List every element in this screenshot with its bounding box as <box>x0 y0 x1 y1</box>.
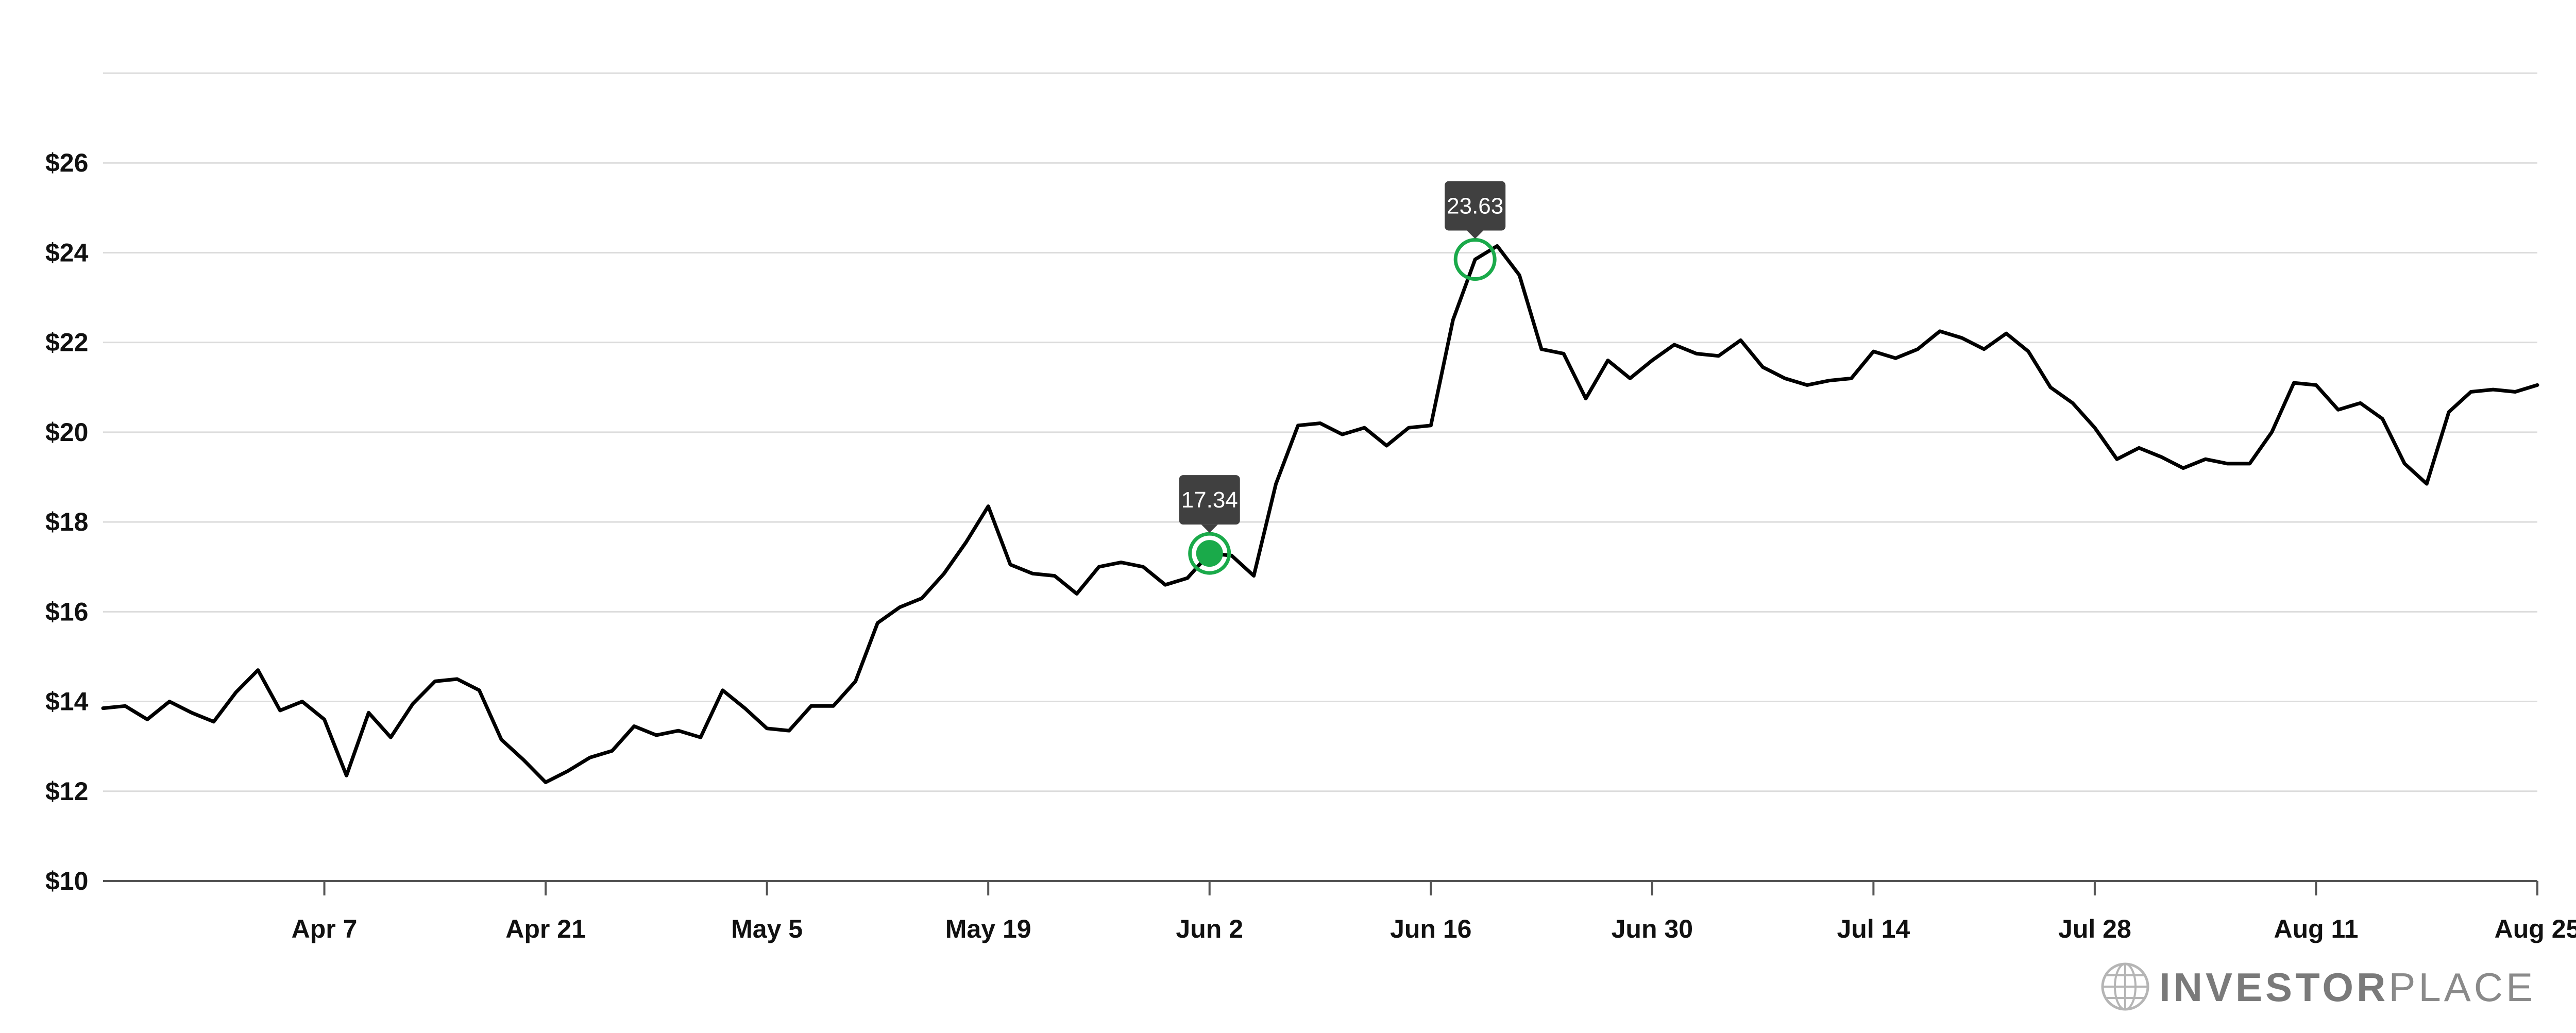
annotation-tooltip-pointer <box>1467 230 1484 239</box>
x-tick-label: Jul 14 <box>1837 915 1910 943</box>
annotation-label: 23.63 <box>1447 194 1503 219</box>
annotation-tooltip-pointer <box>1201 524 1218 533</box>
y-tick-label: $22 <box>45 328 88 357</box>
x-tick-label: Apr 7 <box>292 915 358 943</box>
x-tick-label: May 5 <box>731 915 803 943</box>
globe-grid-icon <box>2101 962 2149 1011</box>
annotation-tooltip <box>1445 181 1506 231</box>
y-tick-label: $12 <box>45 777 88 806</box>
price-annotation: 17.34 <box>1179 475 1240 575</box>
x-tick-label: Jul 28 <box>2058 915 2131 943</box>
annotation-tooltip <box>1179 475 1240 525</box>
y-tick-label: $16 <box>45 597 88 626</box>
annotation-ring <box>1188 532 1231 575</box>
price-line <box>101 244 2539 784</box>
annotation-ring <box>1453 238 1497 281</box>
y-tick-label: $18 <box>45 507 88 536</box>
investorplace-logo[interactable]: INVESTORPLACE <box>2101 962 2536 1011</box>
brand-text-bold: INVESTOR <box>2159 964 2388 1010</box>
brand-wordmark: INVESTORPLACE <box>2159 964 2536 1010</box>
x-axis: Apr 7 Apr 21 May 5 May 19 Jun 2 Jun 16 Jun 30 J… <box>292 881 2576 943</box>
y-axis: $10 $12 $14 $16 $18 $20 $22 $24 $26 <box>45 148 89 895</box>
annotation-layer: 17.34 23.63 <box>1179 181 1506 575</box>
y-tick-label: $10 <box>45 867 88 895</box>
grid-layer <box>103 72 2537 882</box>
y-tick-label: $14 <box>45 687 89 716</box>
x-tick-label: Aug 11 <box>2274 915 2358 943</box>
x-tick-label: Jun 2 <box>1176 915 1243 943</box>
series-layer <box>101 244 2539 784</box>
x-tick-label: Jun 30 <box>1612 915 1693 943</box>
x-tick-label: Apr 21 <box>505 915 586 943</box>
x-tick-label: May 19 <box>945 915 1031 943</box>
x-tick-label: Jun 16 <box>1390 915 1471 943</box>
price-annotation: 23.63 <box>1445 181 1506 281</box>
y-tick-label: $24 <box>45 238 89 267</box>
y-tick-label: $26 <box>45 148 88 177</box>
annotation-dot <box>1196 540 1223 567</box>
annotation-label: 17.34 <box>1181 487 1238 513</box>
x-tick-label: Aug 25 <box>2495 915 2576 943</box>
y-tick-label: $20 <box>45 418 88 447</box>
brand-text-light: PLACE <box>2388 964 2536 1010</box>
